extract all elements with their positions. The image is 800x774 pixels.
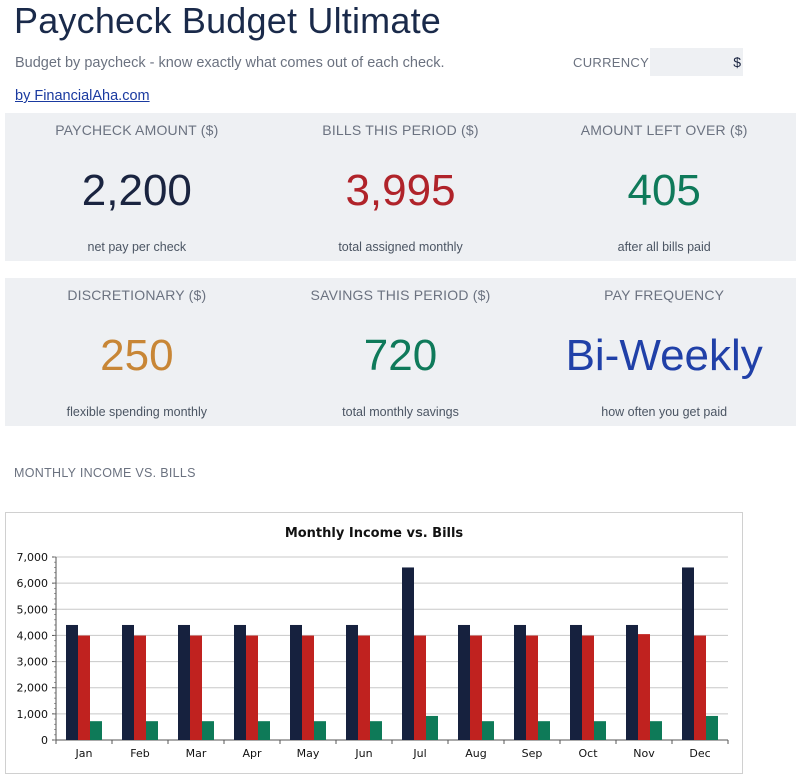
card-label: DISCRETIONARY ($): [67, 287, 207, 303]
bar: [458, 624, 470, 740]
x-tick-label: Feb: [130, 747, 149, 760]
bar: [122, 624, 134, 740]
bar: [626, 624, 638, 740]
y-tick-label: 7,000: [17, 551, 49, 564]
income-vs-bills-chart: 0 1,000 2,000 3,000 4,000 5,000 6,000 7,000 Jan F…: [17, 551, 729, 760]
card-value: 3,995: [345, 166, 456, 215]
bar: [402, 567, 414, 740]
x-tick-label: May: [297, 747, 320, 760]
bar: [638, 634, 650, 740]
bar: [358, 635, 370, 740]
x-tick-label: Aug: [465, 747, 486, 760]
bar: [414, 635, 426, 740]
bar: [90, 721, 102, 740]
summary-row-2: DISCRETIONARY ($) 250 flexible spending …: [5, 278, 796, 426]
bar: [482, 721, 494, 740]
x-tick-label: Nov: [633, 747, 655, 760]
x-tick-label: Sep: [522, 747, 543, 760]
card-value: 2,200: [81, 166, 192, 215]
bar: [682, 567, 694, 740]
bar: [202, 721, 214, 740]
bar: [314, 721, 326, 740]
savings-this-period-card: SAVINGS THIS PERIOD ($) 720 total monthl…: [269, 278, 533, 426]
card-caption: how often you get paid: [601, 405, 728, 419]
card-value: 720: [363, 331, 438, 380]
x-tick-label: Jun: [354, 747, 372, 760]
y-tick-label: 0: [41, 734, 48, 747]
summary-row-1: PAYCHECK AMOUNT ($) 2,200 net pay per ch…: [5, 113, 796, 261]
bar: [78, 635, 90, 740]
bills-this-period-card: BILLS THIS PERIOD ($) 3,995 total assign…: [269, 113, 533, 261]
card-value: 250: [100, 331, 174, 380]
bar: [234, 624, 246, 740]
y-tick-label: 4,000: [17, 629, 49, 642]
bar: [370, 721, 382, 740]
x-tick-label: Oct: [578, 747, 598, 760]
bar: [650, 721, 662, 740]
currency-input[interactable]: [650, 48, 743, 76]
bar: [302, 635, 314, 740]
bar: [190, 635, 202, 740]
card-caption: total monthly savings: [342, 405, 459, 419]
bar: [426, 715, 438, 740]
bar: [594, 721, 606, 740]
bar: [66, 624, 78, 740]
bar: [146, 721, 158, 740]
y-tick-label: 5,000: [17, 603, 49, 616]
discretionary-card: DISCRETIONARY ($) 250 flexible spending …: [5, 278, 269, 426]
y-tick-label: 6,000: [17, 577, 49, 590]
pay-frequency-card: PAY FREQUENCY Bi-Weekly how often you ge…: [532, 278, 796, 426]
bar: [178, 624, 190, 740]
page-subtitle: Budget by paycheck - know exactly what c…: [15, 55, 445, 71]
bar: [706, 715, 718, 740]
card-label: AMOUNT LEFT OVER ($): [580, 122, 748, 138]
x-tick-label: Jul: [412, 747, 426, 760]
chart-frame[interactable]: Monthly Income vs. Bills 0 1,000 2,000 3,00…: [5, 512, 743, 774]
card-label: SAVINGS THIS PERIOD ($): [310, 287, 491, 303]
x-tick-label: Jan: [75, 747, 93, 760]
byline-link[interactable]: by FinancialAha.com: [15, 88, 150, 104]
bar: [470, 635, 482, 740]
currency-label: CURRENCY: [573, 55, 650, 70]
bar: [514, 624, 526, 740]
amount-left-over-card: AMOUNT LEFT OVER ($) 405 after all bills…: [532, 113, 796, 261]
card-value: Bi-Weekly: [565, 331, 763, 380]
bar: [246, 635, 258, 740]
x-tick-label: Dec: [689, 747, 710, 760]
bar: [134, 635, 146, 740]
x-tick-label: Apr: [242, 747, 262, 760]
card-caption: after all bills paid: [617, 240, 711, 254]
bar: [538, 721, 550, 740]
bar: [290, 624, 302, 740]
y-tick-label: 3,000: [17, 656, 49, 669]
x-tick-label: Mar: [186, 747, 207, 760]
bar: [694, 635, 706, 740]
card-label: PAYCHECK AMOUNT ($): [55, 122, 219, 138]
bar: [582, 635, 594, 740]
y-tick-label: 2,000: [17, 682, 49, 695]
card-value: 405: [627, 166, 701, 215]
y-tick-label: 1,000: [17, 708, 49, 721]
card-caption: flexible spending monthly: [66, 405, 208, 419]
card-caption: total assigned monthly: [338, 240, 463, 254]
card-label: BILLS THIS PERIOD ($): [322, 122, 479, 138]
bar: [346, 624, 358, 740]
bar: [570, 624, 582, 740]
bar: [526, 635, 538, 740]
card-caption: net pay per check: [87, 240, 187, 254]
page-title: Paycheck Budget Ultimate: [14, 0, 442, 41]
bar: [258, 721, 270, 740]
card-label: PAY FREQUENCY: [604, 287, 725, 303]
chart-title: Monthly Income vs. Bills: [284, 526, 464, 541]
chart-section-label: MONTHLY INCOME VS. BILLS: [14, 466, 196, 480]
paycheck-amount-card: PAYCHECK AMOUNT ($) 2,200 net pay per ch…: [5, 113, 269, 261]
